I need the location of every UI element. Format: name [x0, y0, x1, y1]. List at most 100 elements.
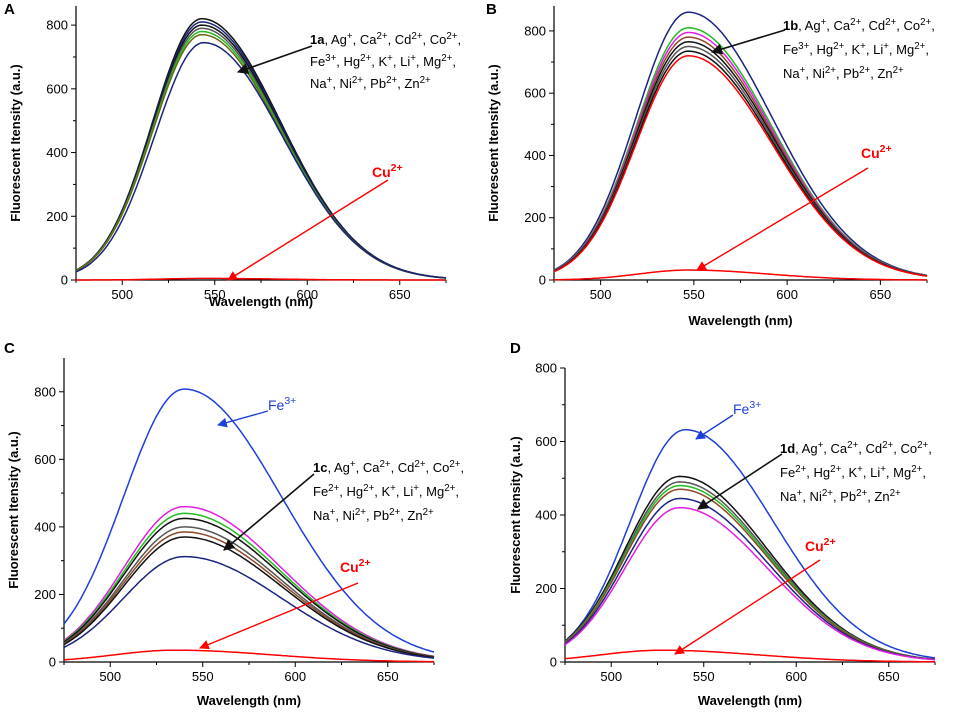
annotation-arrow — [697, 453, 783, 510]
y-axis-title: Fluorescent Itensity (a.u.) — [486, 64, 501, 221]
fe-label: Fe3+ — [733, 399, 761, 417]
y-axis-title: Fluorescent Itensity (a.u.) — [8, 64, 23, 221]
y-tick-label: 800 — [524, 23, 546, 38]
panel-D: D 0 200 400 600 800 500 550 600 650 Wavelength (nm… — [508, 340, 936, 708]
fe-arrow — [217, 410, 269, 428]
panel-B: B 0 200 400 600 800 500 550 600 650 Wavelength (nm… — [486, 1, 935, 328]
series-line-1b — [553, 11, 928, 277]
x-axis-title: Wavelength (nm) — [197, 693, 301, 708]
x-axis-title: Wavelength (nm) — [688, 313, 792, 328]
y-tick-label: 400 — [524, 148, 546, 163]
series-line-Cu2+ — [63, 649, 435, 663]
x-tick-label: 500 — [99, 669, 121, 684]
y-tick-label: 200 — [535, 581, 557, 596]
series-line-Co2+ — [75, 30, 447, 279]
series-line-Cd2+ — [564, 488, 936, 661]
series-line-Fe2+ — [63, 531, 435, 658]
y-tick-label: 200 — [524, 210, 546, 225]
y-tick-label: 0 — [550, 655, 557, 670]
series-line-K+ — [553, 55, 928, 277]
y-tick-label: 0 — [49, 655, 56, 670]
series-line-Hg2+ — [63, 536, 435, 659]
y-tick-label: 800 — [46, 18, 68, 33]
panel-letter: A — [4, 1, 15, 18]
y-tick-label: 400 — [46, 145, 68, 160]
annotation-label-line: Na+, Ni2+, Pb2+, Zn2+ — [313, 507, 434, 524]
cu-arrow — [227, 179, 389, 281]
series-line-Cu2+ — [564, 649, 935, 663]
series-line-Ag+ — [63, 505, 435, 658]
annotation-label-line: Fe2+, Hg2+, K+, Li+, Mg2+, — [313, 483, 459, 500]
series-line-Fe2+ — [564, 506, 936, 661]
series-line-Cd2+ — [63, 517, 435, 658]
fe-label: Fe3+ — [268, 395, 296, 413]
annotation-label-line: 1b, Ag+, Ca2+, Cd2+, Co2+, — [783, 17, 935, 34]
x-tick-label: 500 — [600, 669, 622, 684]
y-tick-label: 600 — [34, 452, 56, 467]
annotation-label-line: Fe3+, Hg2+, K+, Li+, Mg2+, — [310, 53, 456, 70]
y-tick-label: 0 — [61, 273, 68, 288]
annotation-label-line: 1a, Ag+, Ca2+, Cd2+, Co2+, — [310, 31, 461, 48]
series-line-Cu2+ — [76, 277, 446, 281]
y-tick-label: 600 — [535, 434, 557, 449]
y-tick-label: 800 — [34, 384, 56, 399]
annotation-label-line: Na+, Ni2+, Pb2+, Zn2+ — [310, 75, 431, 92]
annotation-label-line: Fe3+, Hg2+, K+, Li+, Mg2+, — [783, 41, 929, 58]
series-line-Fe3+ — [75, 33, 447, 279]
annotation-label-line: 1d, Ag+, Ca2+, Cd2+, Co2+, — [780, 440, 932, 457]
cu-label: Cu2+ — [861, 143, 892, 161]
cu-arrow — [696, 167, 869, 271]
cu-label: Cu2+ — [372, 162, 403, 180]
y-tick-label: 800 — [535, 361, 557, 376]
annotation-arrow — [710, 29, 786, 55]
x-tick-label: 500 — [590, 287, 612, 302]
cu-label: Cu2+ — [805, 536, 836, 554]
series-line-Fe3+ — [63, 388, 435, 653]
y-axis-title: Fluorescent Itensity (a.u.) — [508, 436, 523, 593]
y-tick-label: 200 — [46, 209, 68, 224]
y-tick-label: 600 — [46, 81, 68, 96]
y-axis-title: Fluorescent Itensity (a.u.) — [6, 431, 21, 588]
y-tick-label: 0 — [539, 273, 546, 288]
cu-arrow — [199, 582, 359, 650]
series-line-Ca2+ — [564, 484, 936, 661]
annotation-arrow — [236, 45, 313, 74]
x-tick-label: 600 — [284, 669, 306, 684]
x-axis-title: Wavelength (nm) — [209, 294, 313, 309]
x-tick-label: 600 — [776, 287, 798, 302]
fe-arrow — [695, 414, 734, 440]
x-tick-label: 650 — [377, 669, 399, 684]
x-tick-label: 550 — [683, 287, 705, 302]
series-line-Hg2+ — [75, 41, 447, 279]
x-tick-label: 600 — [296, 287, 318, 302]
y-tick-label: 400 — [34, 519, 56, 534]
series-line-Cu2+ — [553, 269, 927, 281]
annotation-label-line: 1c, Ag+, Ca2+, Cd2+, Co2+, — [313, 459, 464, 476]
annotation-arrow — [223, 473, 315, 551]
x-tick-label: 600 — [785, 669, 807, 684]
annotation-label-line: Na+, Ni2+, Pb2+, Zn2+ — [783, 65, 904, 82]
cu-label: Cu2+ — [340, 557, 371, 575]
x-tick-label: 650 — [878, 669, 900, 684]
annotation-label-line: Fe2+, Hg2+, K+, Li+, Mg2+, — [780, 464, 926, 481]
panel-A: A 0 200 400 600 800 500 550 600 650 Wavelength (nm… — [4, 1, 461, 309]
cu-arrow — [674, 559, 821, 655]
y-tick-label: 600 — [524, 86, 546, 101]
x-tick-label: 650 — [870, 287, 892, 302]
series-line-Co2+ — [564, 497, 936, 661]
annotation-label-line: Na+, Ni2+, Pb2+, Zn2+ — [780, 488, 901, 505]
panel-C: C 0 200 400 600 800 500 550 600 650 Wavelength (nm… — [4, 340, 464, 708]
x-tick-label: 550 — [204, 287, 226, 302]
series-line-1c — [63, 555, 435, 659]
series-line-Cd2+ — [75, 27, 447, 279]
x-axis-title: Wavelength (nm) — [698, 693, 802, 708]
panel-letter: C — [4, 340, 15, 357]
panel-letter: D — [510, 340, 521, 357]
x-tick-label: 550 — [693, 669, 715, 684]
y-tick-label: 200 — [34, 587, 56, 602]
panel-letter: B — [486, 1, 497, 18]
y-tick-label: 400 — [535, 508, 557, 523]
x-tick-label: 650 — [389, 287, 411, 302]
series-line-Fe3+ — [564, 428, 936, 659]
